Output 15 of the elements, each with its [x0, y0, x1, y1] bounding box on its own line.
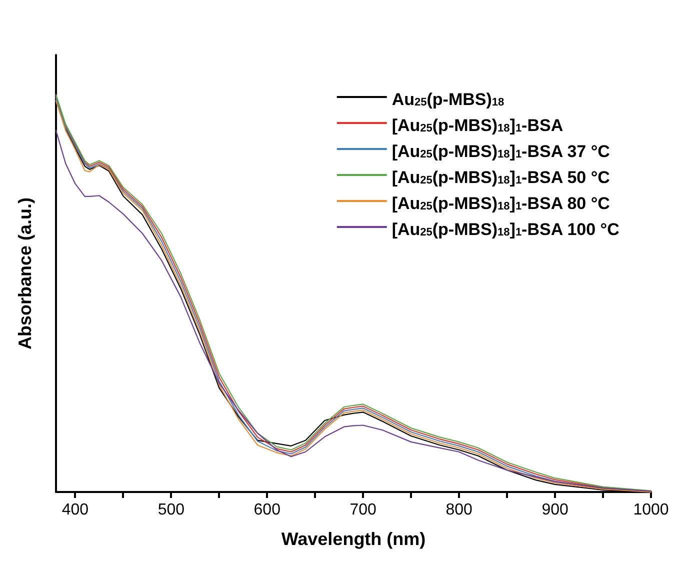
legend-label: [Au25(p-MBS)18]1-BSA 50 °C [392, 168, 610, 187]
legend-label: Au25(p-MBS)18 [392, 90, 504, 109]
legend-label: [Au25(p-MBS)18]1-BSA [392, 116, 564, 135]
x-tick-label: 500 [158, 502, 185, 518]
x-tick-label: 1000 [633, 502, 669, 518]
x-axis-title: Wavelength (nm) [281, 529, 426, 549]
legend-label: [Au25(p-MBS)18]1-BSA 37 °C [392, 142, 610, 161]
x-tick-label: 400 [62, 502, 89, 518]
legend-label: [Au25(p-MBS)18]1-BSA 100 °C [392, 220, 620, 239]
x-tick-label: 900 [542, 502, 568, 518]
x-tick-label: 600 [254, 502, 281, 518]
x-tick-label: 800 [446, 502, 473, 518]
y-axis-title: Absorbance (a.u.) [15, 197, 35, 350]
legend-label: [Au25(p-MBS)18]1-BSA 80 °C [392, 194, 610, 213]
x-tick-label: 700 [350, 502, 377, 518]
